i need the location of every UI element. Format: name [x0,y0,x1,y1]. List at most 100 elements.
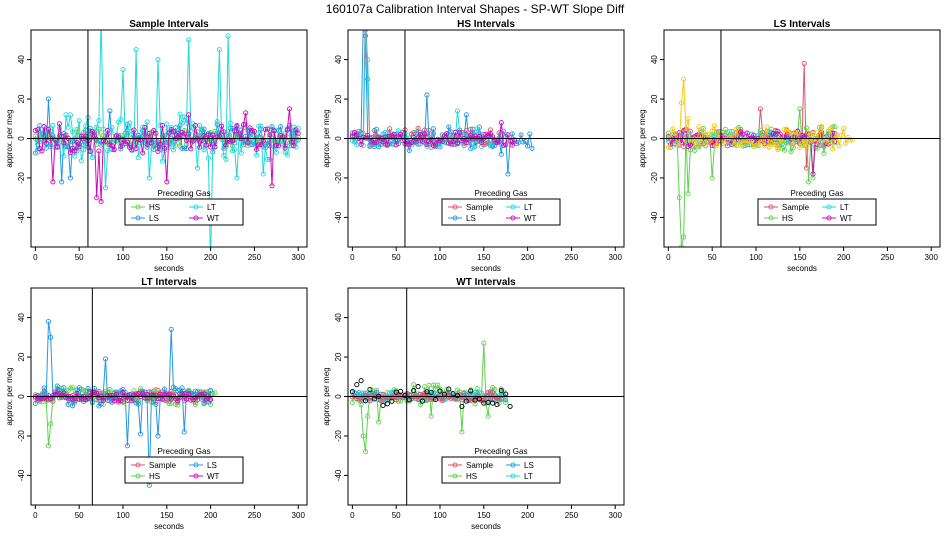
x-tick-label: 300 [609,253,623,262]
data-point [437,144,443,150]
data-point [269,124,275,130]
y-tick-label: -40 [17,469,26,481]
data-point [437,386,443,392]
data-point [500,142,507,148]
data-point [81,147,87,153]
data-point [155,57,161,63]
data-point [227,120,233,126]
data-point [470,145,476,151]
data-point [131,127,137,133]
legend-marker [193,215,199,221]
data-point [223,142,229,148]
data-point [273,149,279,156]
data-point [393,142,399,148]
data-point [413,130,419,136]
data-point [181,114,187,120]
data-point [201,126,207,132]
data-point [430,389,436,396]
legend-marker [452,215,458,221]
chart-title: LT Intervals [141,277,197,288]
data-point [214,119,220,125]
data-point [135,401,141,407]
data-point [153,130,159,136]
legend-label: HS [149,203,160,212]
data-point [422,131,428,137]
legend-label: LT [840,203,849,212]
legend-label: HS [782,214,793,223]
data-point [406,147,412,153]
data-point [795,130,801,136]
legend-entry-hs: HS [131,472,160,481]
data-point [94,124,100,130]
data-point [384,401,390,407]
series-line [35,391,212,403]
data-point [188,397,194,403]
data-point [76,118,82,124]
data-point [162,386,168,392]
data-point [273,142,279,148]
data-point [738,140,744,146]
data-point [50,122,56,129]
x-axis-label: seconds [154,522,184,531]
data-point [135,155,141,161]
y-tick-label: 0 [17,394,26,399]
x-tick-label: 150 [477,253,491,262]
data-point [109,393,115,399]
data-point [395,128,401,134]
data-point [398,131,404,137]
legend-marker [135,473,141,479]
data-point [814,130,820,136]
y-tick-label: 0 [17,136,26,141]
x-axis-label: seconds [787,264,817,273]
data-point [192,395,198,401]
legend-marker [768,204,774,210]
legend-title: Preceding Gas [158,189,211,198]
data-point [367,386,373,393]
y-tick-label: 20 [17,352,26,361]
y-axis-label: approx. per meg [5,367,14,425]
x-tick-label: 150 [793,253,807,262]
data-point [105,127,111,134]
data-point [267,156,273,163]
data-point [45,126,52,132]
y-tick-label: -20 [334,172,343,184]
y-tick-label: 20 [334,352,343,361]
data-point [494,402,500,408]
data-point [212,144,218,150]
y-tick-label: -20 [17,430,26,442]
data-point [415,396,421,402]
x-tick-label: 250 [248,511,262,520]
legend-marker [452,204,458,210]
legend-entry-hs: HS [131,203,160,212]
data-point [459,403,465,409]
data-point [527,131,533,137]
legend-label: WT [840,214,853,223]
data-point [722,126,728,132]
data-point [181,429,187,435]
data-point [694,142,700,148]
data-point [454,393,461,399]
data-point [166,401,172,407]
data-point [61,390,67,396]
data-point [391,131,397,137]
data-point [262,126,268,133]
data-point [254,146,260,153]
data-point [240,142,247,148]
data-point [166,130,172,136]
data-point [78,158,84,164]
data-point [269,183,275,189]
legend-entry-ls: LS [506,461,534,470]
legend-entry-lt: LT [822,203,849,212]
data-point [490,400,496,406]
data-point [830,146,836,152]
data-point [146,130,152,137]
data-point [744,130,750,136]
data-point [384,141,390,147]
data-point [503,142,509,148]
data-point [118,116,124,122]
legend-label: LT [524,203,533,212]
data-point [209,265,213,269]
data-point [360,134,366,141]
data-point [773,142,779,148]
y-tick-label: 20 [650,94,659,103]
